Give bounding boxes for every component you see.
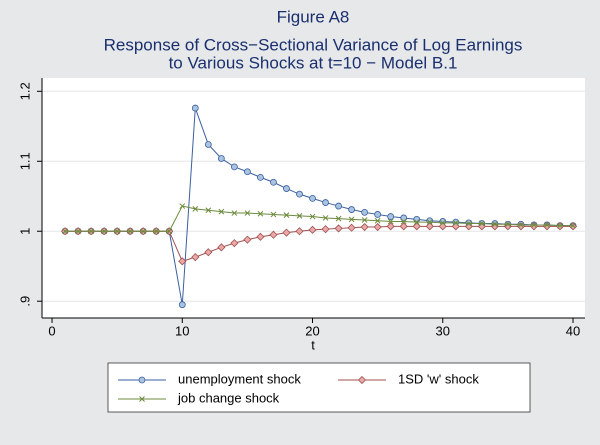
data-point <box>308 225 317 234</box>
x-tick-label: 20 <box>305 323 319 338</box>
data-point <box>243 168 251 176</box>
data-point <box>256 232 265 241</box>
data-point <box>270 211 277 218</box>
series-line <box>65 205 574 232</box>
data-point <box>204 248 213 257</box>
data-point <box>217 243 226 252</box>
x-tick-label: 30 <box>436 323 450 338</box>
data-point <box>283 212 290 218</box>
data-point <box>282 228 291 237</box>
data-point <box>465 220 472 227</box>
chart-subtitle: to Various Shocks at t=10 − Model B.1 <box>169 53 458 72</box>
data-point <box>348 206 355 213</box>
data-point <box>191 253 200 262</box>
x-axis-title: t <box>311 337 315 352</box>
legend-marker <box>139 396 145 402</box>
data-point <box>399 222 408 231</box>
data-point <box>335 202 342 210</box>
data-point <box>322 199 329 206</box>
legend-marker <box>138 376 146 384</box>
data-point <box>518 222 524 228</box>
data-point <box>218 208 225 215</box>
data-point <box>334 224 343 233</box>
y-tick-label: 1.1 <box>17 152 32 170</box>
data-point <box>387 213 395 220</box>
data-point <box>75 228 81 235</box>
chart-title: Figure A8 <box>277 7 350 26</box>
y-tick-label: 1.2 <box>17 82 32 100</box>
data-point <box>531 222 537 228</box>
data-point <box>426 219 433 225</box>
data-point <box>413 219 420 225</box>
data-point <box>283 185 290 192</box>
data-point <box>335 215 342 222</box>
data-point <box>347 223 356 232</box>
x-tick-label: 10 <box>175 323 189 338</box>
x-tick-label: 0 <box>48 323 55 338</box>
data-point <box>269 230 278 239</box>
data-point <box>140 228 147 235</box>
data-point <box>153 228 160 235</box>
y-tick-label: 1 <box>17 228 32 235</box>
data-point <box>192 205 199 212</box>
data-point <box>230 239 239 248</box>
data-point <box>257 210 264 217</box>
data-point <box>374 211 382 218</box>
chart-subtitle: Response of Cross−Sectional Variance of … <box>104 35 523 54</box>
data-point <box>127 228 134 235</box>
data-point <box>492 221 498 228</box>
data-point <box>322 215 329 221</box>
data-point <box>295 227 304 236</box>
data-point <box>570 222 576 229</box>
data-point <box>374 217 381 224</box>
data-point <box>386 222 395 231</box>
data-point <box>400 218 407 225</box>
data-point <box>557 222 563 229</box>
data-point <box>204 141 212 148</box>
data-point <box>387 218 394 225</box>
data-point <box>231 210 238 216</box>
data-point <box>361 208 369 216</box>
data-point <box>452 219 459 226</box>
data-point <box>439 219 446 226</box>
legend-marker <box>357 375 367 385</box>
data-point <box>296 212 303 219</box>
data-point <box>361 217 368 223</box>
data-point <box>296 190 303 198</box>
data-point <box>321 225 330 234</box>
legend-label: unemployment shock <box>178 371 301 386</box>
data-point <box>101 228 107 235</box>
data-point <box>373 222 382 232</box>
legend-label: 1SD 'w' shock <box>398 371 479 386</box>
data-point <box>243 235 252 244</box>
legend <box>107 362 531 413</box>
data-point <box>360 222 369 232</box>
data-point <box>309 213 316 220</box>
data-point <box>179 203 186 209</box>
data-point <box>309 194 316 202</box>
data-point <box>257 173 264 181</box>
data-point <box>166 228 173 235</box>
x-tick-label: 40 <box>566 323 580 338</box>
data-point <box>62 228 68 235</box>
data-point <box>114 228 121 235</box>
data-point <box>230 163 238 171</box>
data-point <box>88 228 94 235</box>
data-point <box>217 155 225 162</box>
data-point <box>178 301 186 309</box>
legend-label: job change shock <box>177 390 280 405</box>
data-point <box>348 216 355 223</box>
data-point <box>505 221 511 228</box>
data-point <box>191 104 199 112</box>
data-point <box>205 207 212 214</box>
data-point <box>178 257 187 266</box>
data-point <box>490 222 499 231</box>
data-point <box>244 210 251 216</box>
data-point <box>478 220 485 227</box>
data-point <box>270 178 277 186</box>
data-point <box>544 222 550 228</box>
y-tick-label: .9 <box>17 296 32 307</box>
